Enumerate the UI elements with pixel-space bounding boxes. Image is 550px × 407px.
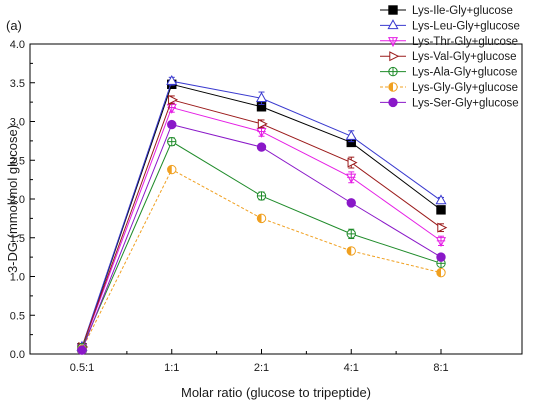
series-lys-val-gly-glucose [78,94,448,353]
legend-marker [388,82,398,92]
series-lys-ala-gly-glucose [77,136,446,353]
data-point [346,246,356,256]
data-point [257,118,268,129]
legend-marker [388,97,398,108]
x-tick-label: 4:1 [344,362,359,374]
legend-label: Lys-Ser-Gly+glucose [412,97,519,109]
y-tick-label: 3.5 [10,78,25,90]
legend-label: Lys-Val-Gly+glucose [412,51,517,63]
legend-label: Lys-Ile-Gly+glucose [412,5,513,17]
legend-item: Lys-Val-Gly+glucose [380,51,517,63]
legend-marker [388,5,398,15]
y-tick-label: 3.0 [10,117,25,129]
data-point [437,222,448,233]
data-point [168,94,179,105]
data-point [256,127,267,138]
series-line [81,124,442,351]
legend-label: Lys-Leu-Gly+glucose [412,20,520,32]
y-axis-title: 3-DG (mmol/mol glucose) [5,125,20,273]
y-tick-label: 4.0 [10,39,25,51]
data-point [435,194,447,205]
legend-marker [387,19,399,30]
legend-item: Lys-Leu-Gly+glucose [380,19,520,32]
x-tick-label: 1:1 [164,362,179,374]
data-point [345,130,357,140]
series-lys-thr-gly-glucose [76,102,447,355]
legend-label: Lys-Gly-Gly+glucose [412,82,518,94]
x-axis-title: Molar ratio (glucose to tripeptide) [181,385,371,400]
data-point [346,173,357,184]
data-point [256,142,267,152]
y-tick-label: 2.0 [10,194,25,206]
x-tick-label: 2:1 [254,362,269,374]
panel-label: (a) [6,18,22,33]
legend-item: Lys-Ala-Gly+glucose [380,67,517,79]
data-point [167,119,177,130]
data-point [256,191,267,201]
x-tick-label: 8:1 [433,362,448,374]
data-point [166,74,178,85]
legend: Lys-Ile-Gly+glucose Lys-Leu-Gly+glucose Ly… [380,5,520,109]
y-tick-label: 2.5 [10,155,25,167]
series-layer [76,74,448,355]
axes: 0.0 0.5 1.0 1.5 2.0 2.5 3.0 3.5 4.0 0.5:1 1:1 2:1 4:… [10,39,523,374]
data-point [436,267,446,278]
y-tick-label: 1.5 [10,233,25,245]
legend-item: Lys-Thr-Gly+glucose [380,36,518,48]
x-tick-label: 0.5:1 [70,362,94,374]
legend-marker [388,66,398,77]
data-point [347,157,358,168]
data-point [346,229,356,239]
data-point [255,92,268,102]
y-tick-label: 0.0 [10,349,25,361]
data-point [167,164,177,175]
y-tick-label: 1.0 [10,272,25,284]
series-line [81,140,442,348]
data-point [167,136,177,147]
data-point [436,252,446,262]
data-point [436,205,446,215]
data-point [256,213,267,224]
legend-item: Lys-Ser-Gly+glucose [380,97,519,109]
y-tick-label: 0.5 [10,310,25,322]
legend-item: Lys-Ile-Gly+glucose [380,5,513,17]
data-point [346,198,356,208]
legend-marker [387,37,399,48]
data-point [77,345,87,355]
data-point [435,237,447,248]
legend-item: Lys-Gly-Gly+glucose [380,82,518,94]
series-lys-ser-gly-glucose [77,119,446,355]
legend-label: Lys-Thr-Gly+glucose [412,36,518,48]
legend-label: Lys-Ala-Gly+glucose [412,67,517,79]
legend-marker [389,51,400,62]
